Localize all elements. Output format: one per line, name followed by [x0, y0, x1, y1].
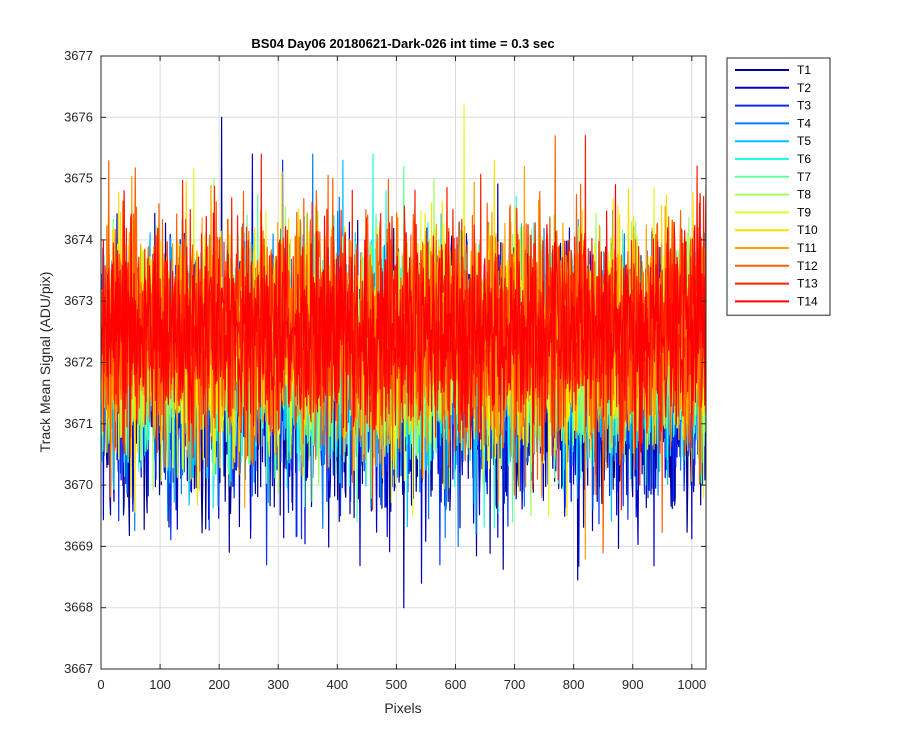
x-tick-label: 700	[504, 677, 526, 692]
y-tick-label: 3676	[64, 109, 93, 124]
legend-label-t4: T4	[797, 116, 811, 130]
x-tick-label: 900	[622, 677, 644, 692]
legend-label-t3: T3	[797, 99, 811, 113]
y-tick-label: 3673	[64, 293, 93, 308]
legend-label-t7: T7	[797, 170, 811, 184]
legend-label-t1: T1	[797, 63, 811, 77]
x-tick-label: 400	[326, 677, 348, 692]
legend-label-t8: T8	[797, 188, 811, 202]
legend-label-t2: T2	[797, 81, 811, 95]
legend-label-t9: T9	[797, 205, 811, 219]
legend-label-t11: T11	[797, 241, 817, 255]
legend-label-t12: T12	[797, 259, 818, 273]
y-tick-label: 3670	[64, 477, 93, 492]
y-tick-label: 3671	[64, 416, 93, 431]
legend-label-t5: T5	[797, 134, 811, 148]
axis-ticks: 0 100 200 300 400 500 600 700 800 900 1000 3667 3668…	[64, 48, 706, 692]
x-tick-label: 100	[149, 677, 171, 692]
x-tick-label: 1000	[677, 677, 706, 692]
y-tick-label: 3675	[64, 171, 93, 186]
x-axis-label: Pixels	[384, 700, 421, 716]
y-tick-label: 3669	[64, 538, 93, 553]
y-tick-label: 3672	[64, 355, 93, 370]
legend-box	[726, 57, 831, 316]
series-line-t14	[101, 184, 706, 486]
legend-label-t6: T6	[797, 152, 811, 166]
y-tick-label: 3677	[64, 48, 93, 63]
legend-label-t13: T13	[797, 277, 818, 291]
series-layer	[101, 104, 706, 609]
x-tick-label: 300	[267, 677, 289, 692]
x-tick-label: 0	[97, 677, 104, 692]
x-tick-label: 200	[208, 677, 230, 692]
x-tick-label: 800	[563, 677, 585, 692]
legend-label-t14: T14	[797, 294, 818, 308]
y-tick-label: 3668	[64, 600, 93, 615]
chart-title: BS04 Day06 20180621-Dark-026 int time = …	[251, 36, 554, 51]
y-axis-label: Track Mean Signal (ADU/pix)	[37, 272, 53, 453]
legend: T1 T2 T3 T4 T5 T6 T7 T8 T9 T10 T11 T12 T13 T14	[726, 57, 831, 316]
x-tick-label: 600	[445, 677, 467, 692]
y-tick-label: 3674	[64, 232, 93, 247]
legend-label-t10: T10	[797, 223, 818, 237]
y-tick-label: 3667	[64, 661, 93, 676]
x-tick-label: 500	[386, 677, 408, 692]
